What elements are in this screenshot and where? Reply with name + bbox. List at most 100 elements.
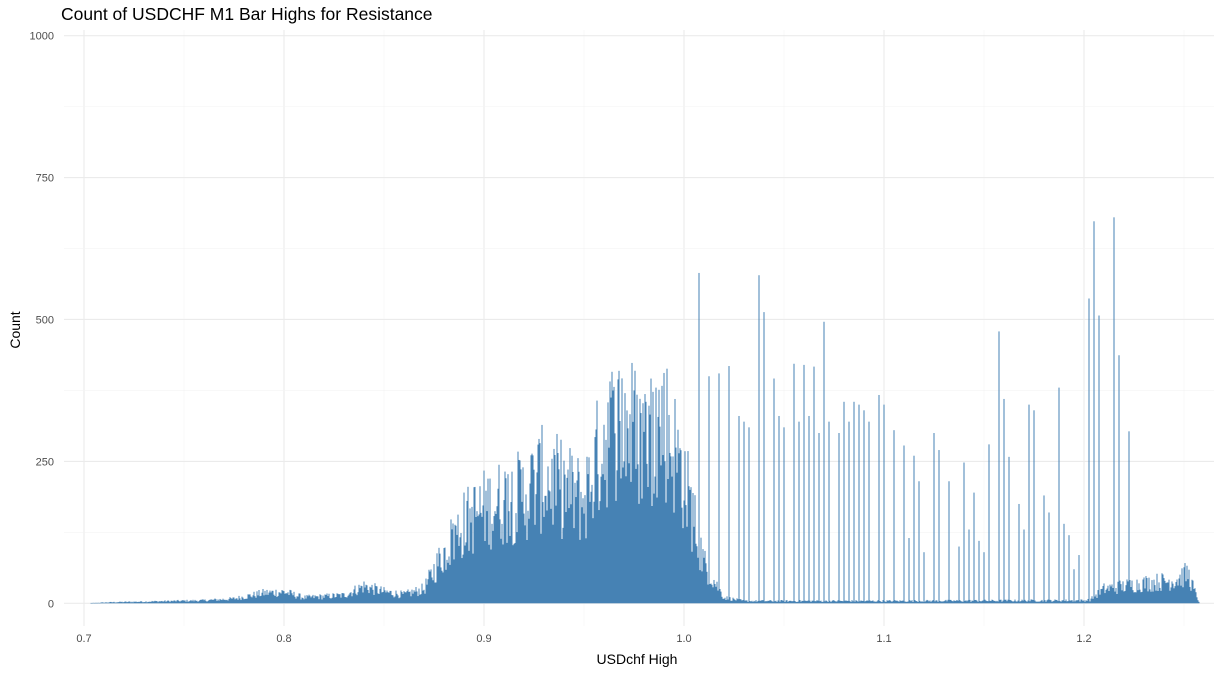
histogram-bar: [1069, 600, 1071, 604]
histogram-bar: [291, 593, 293, 604]
histogram-bar: [905, 601, 907, 604]
histogram-bar: [122, 602, 124, 604]
histogram-bar: [809, 600, 811, 604]
histogram-bar: [381, 592, 383, 604]
histogram-bar: [179, 601, 181, 604]
histogram-bar: [493, 516, 495, 604]
histogram-bar: [272, 590, 274, 604]
histogram-bar: [427, 579, 429, 604]
histogram-bar: [315, 596, 317, 604]
histogram-bar: [116, 602, 118, 604]
histogram-bar: [702, 549, 704, 604]
histogram-bar: [1159, 587, 1161, 604]
histogram-bar: [792, 601, 794, 604]
histogram-bar: [416, 591, 418, 604]
histogram-bar: [955, 600, 957, 604]
histogram-bar: [799, 600, 801, 604]
histogram-bar: [829, 600, 831, 604]
histogram-bar: [655, 387, 657, 604]
histogram-bar: [630, 481, 632, 604]
histogram-bar: [264, 590, 266, 604]
histogram-bar: [386, 590, 388, 604]
histogram-bar: [971, 600, 973, 604]
histogram-bar: [648, 405, 650, 604]
histogram-bar: [1024, 599, 1026, 604]
histogram-bar: [234, 599, 236, 604]
histogram-bar: [96, 602, 98, 604]
histogram-bar: [1184, 563, 1186, 604]
histogram-bar: [469, 508, 471, 604]
histogram-bar: [1054, 599, 1056, 604]
histogram-bar: [1146, 578, 1148, 604]
histogram-bar: [451, 529, 453, 604]
histogram-bar: [1178, 578, 1180, 604]
histogram-bar: [983, 552, 985, 604]
histogram-bar: [475, 516, 477, 604]
histogram-bar: [1097, 590, 1099, 604]
histogram-bar: [304, 595, 306, 604]
histogram-bar: [770, 600, 772, 604]
histogram-bar: [1118, 355, 1120, 604]
histogram-bar: [908, 538, 910, 604]
histogram-bar: [551, 458, 553, 604]
histogram-bar: [952, 601, 954, 604]
histogram-bar: [787, 601, 789, 604]
histogram-bar: [913, 455, 915, 604]
histogram-bar: [380, 586, 382, 604]
histogram-bar: [569, 448, 571, 604]
histogram-bar: [595, 429, 597, 604]
histogram-bar: [757, 600, 759, 604]
histogram-bar: [233, 597, 235, 604]
histogram-bar: [620, 478, 622, 604]
histogram-bar: [893, 430, 895, 604]
histogram-bar: [211, 599, 213, 604]
histogram-bar: [369, 586, 371, 604]
histogram-bar: [123, 602, 125, 604]
histogram-bar: [529, 483, 531, 604]
histogram-bar: [553, 448, 555, 604]
histogram-bar: [1142, 579, 1144, 604]
histogram-bar: [751, 600, 753, 604]
histogram-bar: [542, 502, 544, 604]
histogram-bar: [693, 526, 695, 604]
histogram-bar: [860, 600, 862, 604]
histogram-bar: [977, 601, 979, 604]
histogram-bar: [899, 600, 901, 604]
histogram-bar: [103, 602, 105, 604]
histogram-bar: [202, 599, 204, 604]
x-tick-label: 1.1: [876, 633, 891, 645]
histogram-bar: [857, 601, 859, 604]
histogram-bar: [389, 590, 391, 604]
histogram-bar: [410, 596, 412, 604]
histogram-bar: [443, 548, 445, 604]
histogram-bar: [812, 600, 814, 604]
histogram-bar: [419, 594, 421, 604]
histogram-bar: [927, 600, 929, 604]
histogram-bar: [748, 427, 750, 604]
histogram-bar: [358, 584, 360, 604]
histogram-bar: [753, 600, 755, 604]
histogram-bar: [373, 594, 375, 604]
histogram-bar: [886, 600, 888, 604]
histogram-bar: [940, 601, 942, 604]
histogram-bar: [902, 600, 904, 604]
histogram-bar: [933, 433, 935, 604]
histogram-bar: [556, 433, 558, 604]
histogram-bar: [220, 599, 222, 604]
histogram-bar: [1019, 601, 1021, 604]
histogram-bar: [151, 600, 153, 604]
histogram-bar: [250, 596, 252, 604]
histogram-bar: [938, 450, 940, 604]
histogram-bar: [181, 600, 183, 604]
histogram-bar: [1031, 599, 1033, 604]
histogram-bar: [298, 593, 300, 604]
histogram-bar: [559, 489, 561, 604]
histogram-bar: [412, 593, 414, 604]
histogram-bar: [1187, 579, 1189, 604]
histogram-bar: [97, 602, 99, 604]
histogram-bar: [174, 600, 176, 604]
histogram-bar: [811, 600, 813, 604]
histogram-bar: [769, 600, 771, 604]
histogram-bar: [878, 394, 880, 604]
histogram-bar: [1060, 601, 1062, 604]
